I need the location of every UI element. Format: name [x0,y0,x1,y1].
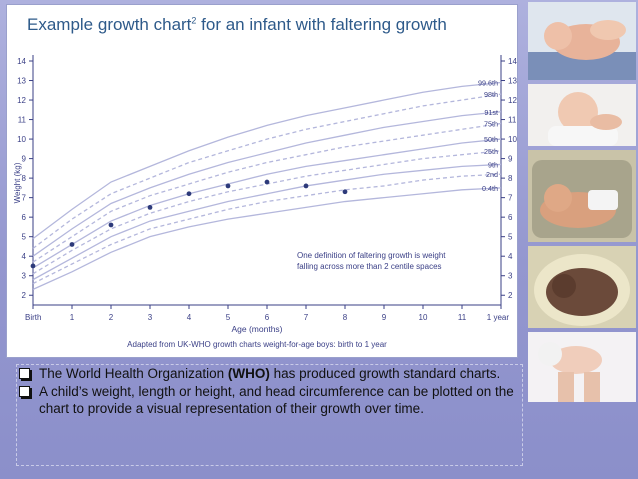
x-tick-label: 8 [343,313,348,322]
weight-point [108,222,114,228]
weight-point [342,189,348,195]
y-tick-label-right: 3 [508,272,513,281]
x-tick-label: 3 [148,313,153,322]
y-tick-label-left: 2 [22,291,27,300]
bullet-measurements: A child’s weight, length or height, and … [17,383,522,417]
centile-line-2nd [32,173,502,285]
weight-point [147,205,153,210]
x-tick-label: 4 [187,313,192,322]
centile-label-2nd: 2nd [486,170,498,179]
weight-point [264,179,270,185]
y-tick-label-right: 7 [508,194,513,203]
centile-line-50th [32,138,502,269]
x-tick-label: 9 [382,313,387,322]
y-tick-label-right: 11 [508,116,517,125]
centile-line-0.4th [32,187,502,290]
weight-point [69,242,75,247]
x-tick-label: 7 [304,313,309,322]
x-tick-label: 11 [458,313,467,322]
x-tick-label: 5 [226,313,231,322]
y-tick-label-left: 5 [22,233,27,242]
x-tick-label: 1 year [487,313,510,322]
centile-line-9th [32,163,502,281]
sleeping-infant-photo [528,84,636,146]
weight-point [30,263,36,269]
centile-label-99.6th: 99.6th [478,78,498,87]
centile-label-25th: 25th [484,147,498,156]
y-tick-label-right: 14 [508,57,517,66]
x-tick-label: Birth [25,313,41,322]
x-tick-label: 2 [109,313,114,322]
x-tick-label: 1 [70,313,75,322]
centile-label-98th: 98th [484,90,498,99]
x-tick-label: 6 [265,313,270,322]
centile-label-0.4th: 0.4th [482,184,498,193]
y-tick-label-right: 8 [508,174,513,183]
checkbox-bullet-icon [19,386,30,397]
growth-chart-panel: Example growth chart2 for an infant with… [6,4,518,358]
weight-point [225,183,231,189]
y-tick-label-right: 13 [508,77,517,86]
centile-line-91st [32,111,502,257]
y-tick-label-right: 12 [508,96,517,105]
checkbox-bullet-icon [19,368,30,379]
y-tick-label-left: 13 [17,77,26,86]
x-axis-label: Age (months) [231,324,282,334]
annotation-line: falling across more than 2 centile space… [297,262,442,271]
newborn-infant-photo [528,2,636,80]
y-tick-label-left: 10 [17,135,26,144]
centile-line-99.6th [32,81,502,240]
infant-in-incubator-photo [528,246,636,328]
annotation-line: One definition of faltering growth is we… [297,251,446,260]
y-tick-label-left: 7 [22,194,27,203]
source-note: Adapted from UK-WHO growth charts weight… [127,340,387,349]
y-tick-label-right: 9 [508,155,513,164]
chart-title: Example growth chart2 for an infant with… [27,15,447,34]
centile-label-91st: 91st [484,108,498,117]
y-tick-label-left: 11 [18,116,27,125]
y-axis-label: Weight (kg) [13,162,22,203]
photo-column [522,0,638,479]
bullet-who: The World Health Organization (WHO) has … [17,365,522,382]
centile-label-50th: 50th [484,135,498,144]
y-tick-label-left: 4 [22,252,27,261]
weight-point [186,191,192,197]
y-tick-label-right: 2 [508,291,513,300]
infant-held-in-hands-photo [528,332,636,402]
y-tick-label-left: 3 [22,272,27,281]
y-tick-label-right: 10 [508,135,517,144]
y-tick-label-left: 6 [22,213,27,222]
y-tick-label-left: 9 [22,155,27,164]
weight-point [303,183,309,189]
y-tick-label-right: 6 [508,213,513,222]
y-tick-label-left: 14 [17,57,26,66]
bullet-list: The World Health Organization (WHO) has … [16,364,523,466]
y-tick-label-left: 8 [22,174,27,183]
centile-line-75th [32,122,502,263]
centile-label-9th: 9th [488,160,498,169]
x-tick-label: 10 [419,313,428,322]
centile-line-98th [32,93,502,249]
y-tick-label-right: 4 [508,252,513,261]
y-tick-label-left: 12 [17,96,26,105]
premature-infant-photo [528,150,636,242]
centile-label-75th: 75th [484,119,498,128]
y-tick-label-right: 5 [508,233,513,242]
